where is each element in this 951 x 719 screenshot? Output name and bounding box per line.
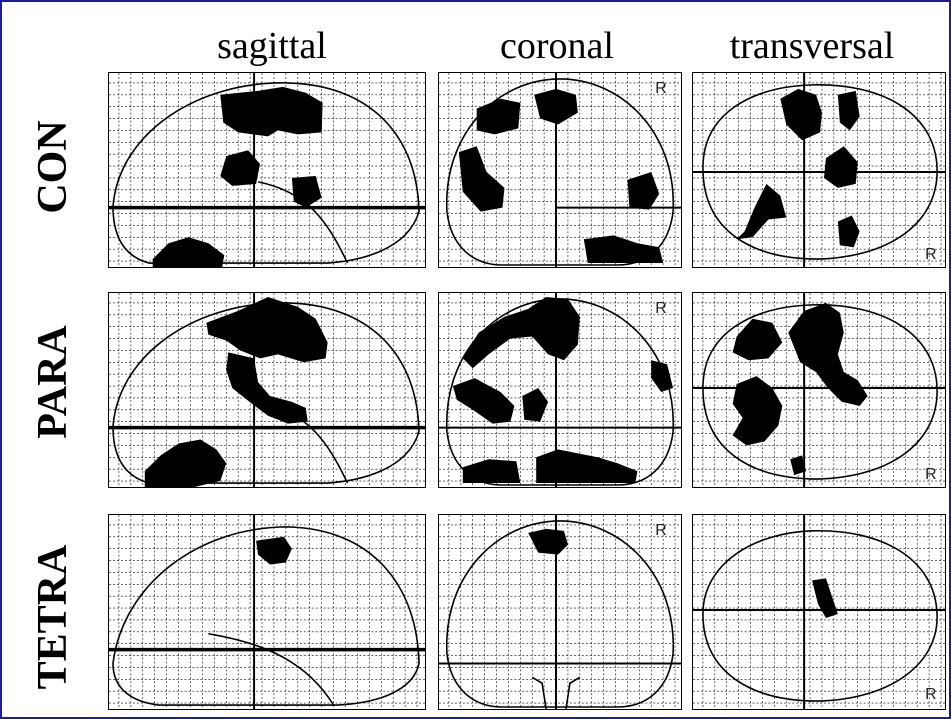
panel-para-transversal: R (692, 292, 946, 488)
glass-brain-transversal: R (693, 515, 945, 709)
glass-brain-coronal: R (439, 515, 681, 709)
column-header-transversal: transversal (729, 25, 895, 67)
orientation-marker-r: R (655, 300, 666, 317)
panel-con-coronal: R (438, 72, 682, 268)
glass-brain-coronal: R (439, 293, 681, 487)
row-label-con: CON (30, 120, 76, 214)
row-label-para: PARA (30, 325, 76, 439)
glass-brain-sagittal: R (109, 73, 425, 267)
panel-tetra-sagittal (108, 514, 426, 710)
glass-brain-transversal: R (693, 293, 945, 487)
panel-con-sagittal: R (108, 72, 426, 268)
orientation-marker-r: R (655, 522, 666, 539)
orientation-marker-r: R (925, 466, 936, 483)
panel-tetra-transversal: R (692, 514, 946, 710)
row-label-tetra: TETRA (30, 544, 76, 690)
glass-brain-coronal: R (439, 73, 681, 267)
panel-para-coronal: R (438, 292, 682, 488)
panel-para-sagittal (108, 292, 426, 488)
glass-brain-sagittal (109, 293, 425, 487)
glass-brain-transversal: R (693, 73, 945, 267)
panel-con-transversal: R (692, 72, 946, 268)
column-header-coronal: coronal (500, 25, 614, 67)
column-header-sagittal: sagittal (217, 25, 327, 67)
orientation-marker-r: R (925, 246, 936, 263)
orientation-marker-r: R (925, 686, 936, 703)
panel-tetra-coronal: R (438, 514, 682, 710)
glass-brain-sagittal (109, 515, 425, 709)
orientation-marker-r: R (655, 80, 666, 97)
